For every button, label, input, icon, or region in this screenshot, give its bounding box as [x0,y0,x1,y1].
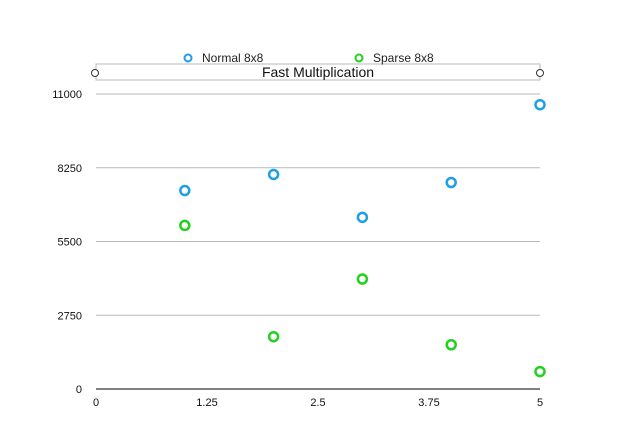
legend-label-sparse: Sparse 8x8 [373,51,434,65]
y-tick-label: 2750 [58,310,82,322]
legend-item-normal: Normal 8x8 [183,51,264,65]
legend-label-normal: Normal 8x8 [202,51,264,65]
title-left-handle[interactable] [91,69,99,77]
data-point-normal[interactable] [267,168,280,181]
data-point-sparse[interactable] [534,365,546,378]
y-tick-label: 5500 [58,237,82,249]
x-tick-label: 2.5 [310,397,325,409]
legend-item-sparse: Sparse 8x8 [354,51,434,65]
point-layer [179,98,546,378]
chart-title: Fast Multiplication [262,64,374,80]
data-point-normal[interactable] [179,184,191,197]
y-tick-label: 11000 [52,89,82,101]
y-tick-label: 8250 [58,163,82,175]
title-bar: Fast Multiplication [91,63,544,81]
x-tick-label: 5 [537,397,543,409]
data-point-normal[interactable] [356,211,369,224]
data-point-sparse[interactable] [445,339,457,351]
axis-layer: 0 2750 5500 8250 11000 0 1.25 2.5 3.75 5 [52,89,543,409]
data-point-normal[interactable] [534,98,546,111]
data-point-sparse[interactable] [267,330,280,343]
x-tick-label: 3.75 [418,397,439,409]
data-point-sparse[interactable] [356,273,369,285]
x-tick-label: 1.25 [196,397,217,409]
legend-marker-sparse [354,53,364,63]
legend: Normal 8x8 Sparse 8x8 [183,51,434,65]
legend-marker-normal [183,53,193,63]
x-tick-label: 0 [93,397,99,409]
data-point-normal[interactable] [445,176,457,189]
data-point-sparse[interactable] [179,219,191,232]
y-tick-label: 0 [76,384,82,396]
title-right-handle[interactable] [536,69,544,77]
grid-layer [96,93,540,316]
